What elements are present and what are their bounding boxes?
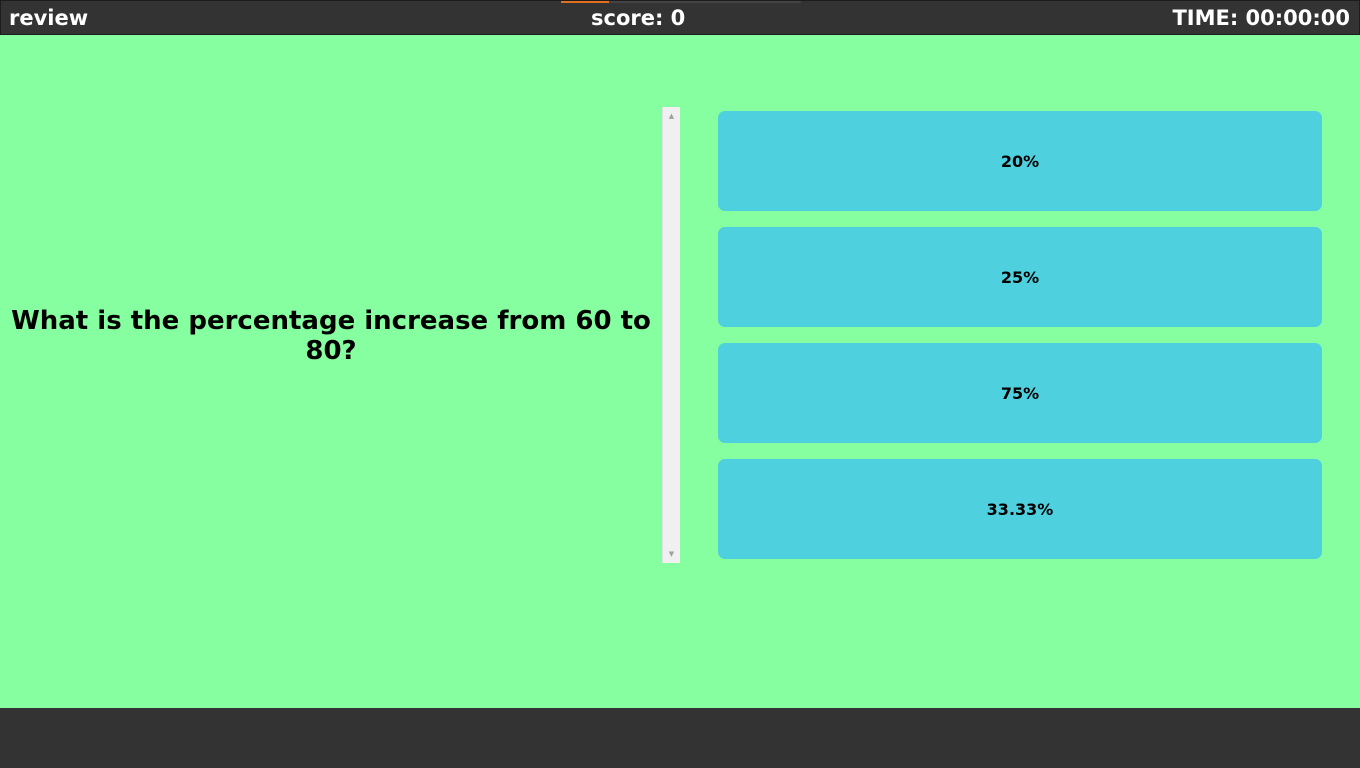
mode-label: review bbox=[9, 6, 89, 30]
scroll-down-arrow-icon[interactable]: ▼ bbox=[668, 550, 675, 558]
bottom-bar bbox=[0, 708, 1360, 768]
timer-label: TIME: 00:00:00 bbox=[1172, 6, 1350, 30]
question-area: What is the percentage increase from 60 … bbox=[0, 34, 662, 638]
answer-button-3[interactable]: 75% bbox=[718, 343, 1322, 443]
top-bar: review score: 0 TIME: 00:00:00 bbox=[0, 0, 1360, 35]
answer-button-1[interactable]: 20% bbox=[718, 111, 1322, 211]
answer-button-2[interactable]: 25% bbox=[718, 227, 1322, 327]
scroll-up-arrow-icon[interactable]: ▲ bbox=[668, 112, 675, 120]
progress-fill bbox=[561, 1, 609, 3]
question-text: What is the percentage increase from 60 … bbox=[11, 306, 651, 366]
answer-button-4[interactable]: 33.33% bbox=[718, 459, 1322, 559]
question-scrollbar[interactable]: ▲ ▼ bbox=[662, 107, 680, 563]
answer-list: 20% 25% 75% 33.33% bbox=[718, 111, 1322, 575]
score-label: score: 0 bbox=[591, 6, 686, 30]
progress-track bbox=[561, 1, 801, 3]
